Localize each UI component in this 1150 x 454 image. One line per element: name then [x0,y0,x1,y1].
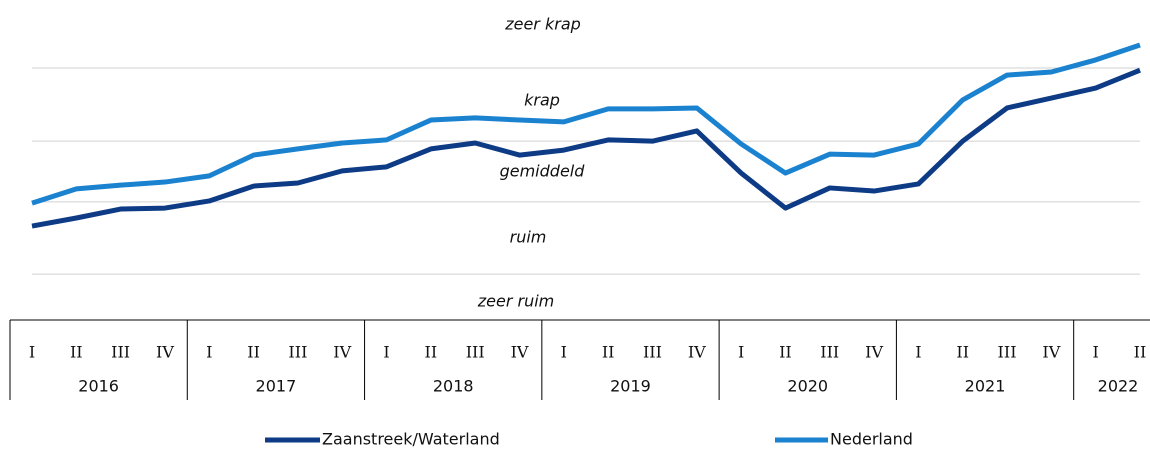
x-tick-label: I [738,343,744,362]
band-label: ruim [510,228,547,247]
x-tick-label: I [206,343,212,362]
year-label: 2020 [787,377,828,396]
x-tick-label: I [383,343,389,362]
year-label: 2016 [78,377,119,396]
year-label: 2019 [610,377,651,396]
x-tick-label: III [820,343,839,362]
x-tick-label: IV [511,343,529,362]
x-tick-label: I [561,343,567,362]
band-label: zeer ruim [477,292,555,311]
series-line [31,42,1141,206]
x-tick-label: II [779,343,792,362]
x-tick-label: III [998,343,1017,362]
year-label: 2022 [1098,377,1139,396]
x-tick-label: IV [865,343,883,362]
x-tick-label: I [915,343,921,362]
legend-label: Nederland [830,430,913,449]
year-label: 2021 [965,377,1006,396]
legend-label: Zaanstreek/Waterland [322,430,500,449]
year-label: 2018 [433,377,474,396]
x-tick-label: II [1134,343,1147,362]
x-tick-label: III [643,343,662,362]
x-tick-label: II [425,343,438,362]
year-label: 2017 [256,377,297,396]
x-tick-label: II [70,343,83,362]
band-label: zeer krap [504,15,581,34]
x-tick-label: III [288,343,307,362]
x-tick-label: II [247,343,260,362]
band-label: krap [524,91,560,110]
x-tick-label: II [602,343,615,362]
x-tick-label: IV [1042,343,1060,362]
x-tick-label: IV [333,343,351,362]
band-label: gemiddeld [500,162,586,181]
x-tick-label: IV [156,343,174,362]
x-tick-label: I [29,343,35,362]
x-tick-label: III [111,343,130,362]
series-line [31,67,1141,229]
x-tick-label: II [956,343,969,362]
x-tick-label: III [466,343,485,362]
x-tick-label: IV [688,343,706,362]
x-tick-label: I [1093,343,1099,362]
